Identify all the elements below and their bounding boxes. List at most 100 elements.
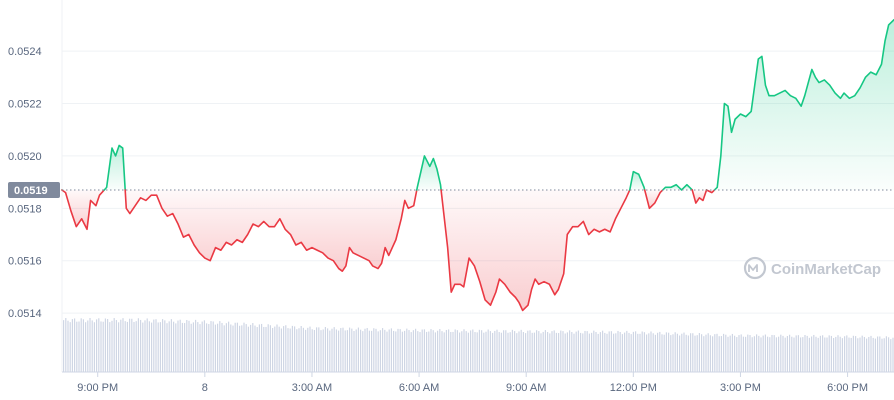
- volume-bar: [540, 333, 542, 372]
- volume-bar: [368, 330, 370, 372]
- volume-bar: [641, 331, 643, 372]
- volume-bar: [401, 331, 403, 372]
- volume-bar: [111, 320, 113, 372]
- volume-bar: [439, 329, 441, 372]
- volume-bar: [606, 333, 608, 372]
- volume-bar: [188, 320, 190, 372]
- volume-bar: [357, 327, 359, 372]
- line-segment-up: [713, 18, 894, 191]
- volume-bar: [241, 325, 243, 372]
- volume-bar: [360, 329, 362, 372]
- volume-bar: [657, 332, 659, 372]
- volume-bar: [98, 318, 100, 372]
- volume-bar: [437, 330, 439, 372]
- line-segment-down: [124, 189, 418, 272]
- volume-bar: [663, 334, 665, 372]
- volume-bar: [280, 328, 282, 372]
- volume-bar: [712, 336, 714, 372]
- x-tick-label-6: 3:00 PM: [720, 382, 761, 394]
- volume-bar: [643, 332, 645, 372]
- volume-bar: [329, 330, 331, 372]
- volume-bar: [243, 322, 245, 372]
- volume-bar: [256, 327, 258, 372]
- volume-bar: [879, 336, 881, 372]
- volume-bar: [758, 335, 760, 372]
- volume-bar: [87, 320, 89, 372]
- volume-bar: [698, 333, 700, 372]
- volume-bar: [441, 331, 443, 372]
- volume-bar: [192, 322, 194, 372]
- volume-bar: [505, 330, 507, 372]
- volume-bar: [694, 335, 696, 372]
- volume-bar: [133, 321, 135, 372]
- line-segment-up: [661, 183, 694, 191]
- volume-bar: [516, 333, 518, 372]
- volume-bar: [571, 332, 573, 372]
- volume-bar: [588, 333, 590, 372]
- volume-bar: [263, 326, 265, 372]
- line-segment-up: [628, 170, 646, 191]
- volume-bar: [346, 330, 348, 372]
- volume-bar: [322, 329, 324, 372]
- price-line: [61, 18, 894, 312]
- volume-bar: [668, 332, 670, 372]
- volume-bar: [478, 329, 480, 372]
- volume-bar: [496, 329, 498, 372]
- volume-bar: [461, 331, 463, 372]
- volume-bar: [555, 332, 557, 372]
- volume-bar: [500, 332, 502, 372]
- volume-bar: [137, 318, 139, 372]
- volume-bar: [463, 329, 465, 372]
- volume-bar: [206, 323, 208, 372]
- volume-bar: [63, 320, 65, 372]
- volume-bar: [648, 333, 650, 372]
- volume-bar: [738, 335, 740, 372]
- volume-bar: [780, 334, 782, 372]
- volume-bar: [751, 337, 753, 372]
- volume-bar: [362, 331, 364, 372]
- volume-bar: [584, 330, 586, 372]
- volume-bar: [509, 332, 511, 372]
- volume-bar: [269, 325, 271, 372]
- volume-bar: [608, 331, 610, 372]
- volume-bar: [679, 335, 681, 372]
- volume-bar: [654, 334, 656, 372]
- x-tick-label-5: 12:00 PM: [610, 382, 657, 394]
- volume-bar: [522, 332, 524, 372]
- area-segment-down: [125, 189, 417, 272]
- volume-bar: [434, 332, 436, 372]
- volume-bar: [672, 334, 674, 372]
- volume-bar: [333, 327, 335, 372]
- volume-bar: [393, 330, 395, 372]
- volume-bar: [247, 326, 249, 372]
- volume-bar: [839, 336, 841, 372]
- volume-bar: [470, 330, 472, 372]
- volume-bar: [450, 331, 452, 372]
- volume-bar: [190, 323, 192, 372]
- volume-bar: [824, 337, 826, 372]
- volume-bar: [531, 332, 533, 372]
- reference-price-label-bg: [8, 181, 60, 198]
- volume-bar: [731, 333, 733, 372]
- volume-bar: [533, 332, 535, 372]
- volume-bar: [696, 335, 698, 372]
- volume-bar: [551, 331, 553, 372]
- area-segment-up: [662, 184, 693, 190]
- volume-bar: [327, 328, 329, 372]
- volume-bar: [749, 335, 751, 372]
- volume-bar: [507, 332, 509, 372]
- volume-bar: [511, 329, 513, 372]
- volume-bars: [63, 318, 894, 372]
- volume-bar: [652, 333, 654, 372]
- y-tick-label-2: 0.0518: [8, 203, 42, 215]
- y-tick-label-4: 0.0522: [8, 99, 42, 111]
- volume-bar: [371, 330, 373, 372]
- volume-bar: [397, 328, 399, 372]
- volume-bar: [529, 330, 531, 372]
- volume-bar: [498, 332, 500, 372]
- volume-bar: [582, 333, 584, 372]
- area-segment-up: [104, 145, 126, 190]
- volume-bar: [373, 328, 375, 372]
